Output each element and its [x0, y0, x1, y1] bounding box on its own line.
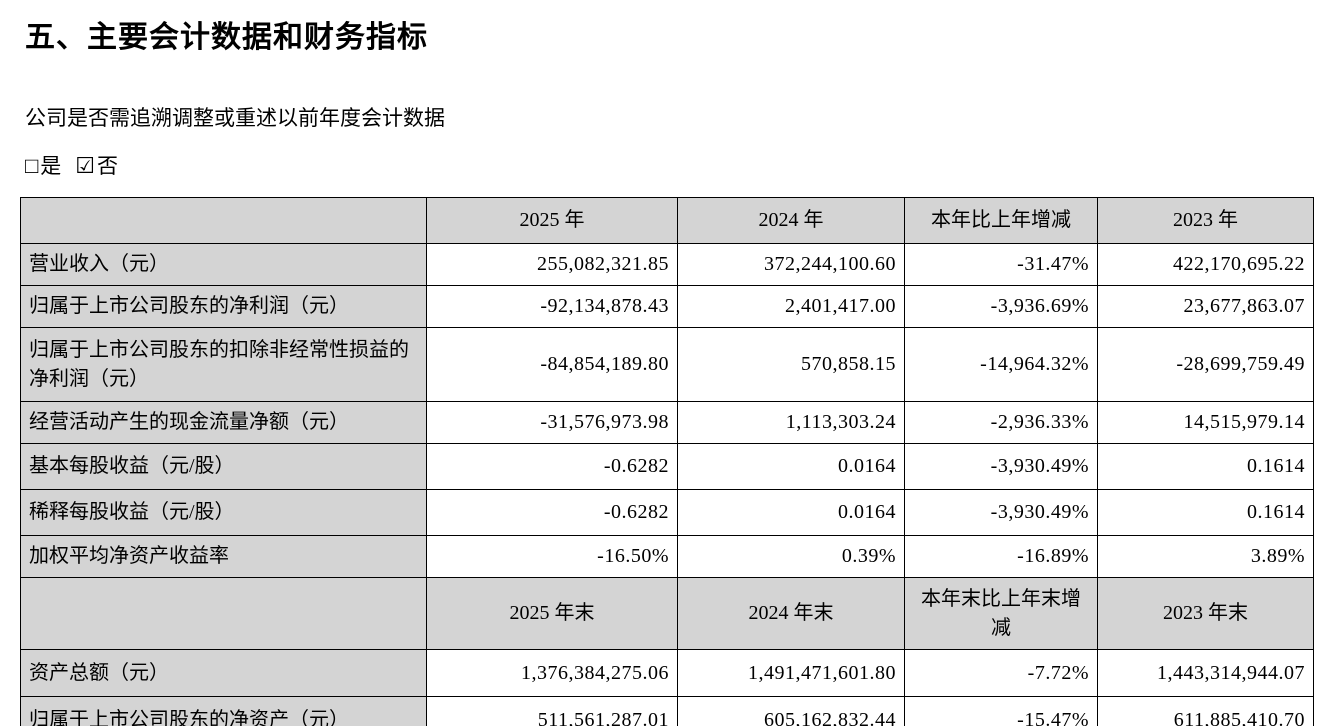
value-cell: 1,376,384,275.06 — [426, 649, 678, 697]
metric-label-cell: 基本每股收益（元/股） — [20, 443, 427, 490]
table-row-diluted-eps: 稀释每股收益（元/股） -0.6282 0.0164 -3,930.49% 0.… — [20, 489, 1314, 536]
value-cell: -92,134,878.43 — [426, 285, 678, 328]
value-cell: 605,162,832.44 — [677, 696, 905, 726]
value-cell: -3,930.49% — [904, 489, 1098, 536]
header-2023-cell: 2023 年 — [1097, 197, 1314, 244]
table-row-weighted-avg-roe: 加权平均净资产收益率 -16.50% 0.39% -16.89% 3.89% — [20, 535, 1314, 578]
value-cell: 570,858.15 — [677, 327, 905, 402]
value-cell: 422,170,695.22 — [1097, 243, 1314, 286]
option-no-label: 否 — [97, 154, 119, 178]
header-blank-cell — [20, 197, 427, 244]
value-cell: 0.1614 — [1097, 443, 1314, 490]
metric-label-cell: 营业收入（元） — [20, 243, 427, 286]
value-cell: 0.0164 — [677, 489, 905, 536]
header-2024-cell: 2024 年 — [677, 197, 905, 244]
metric-label-cell: 稀释每股收益（元/股） — [20, 489, 427, 536]
header-2025-end-cell: 2025 年末 — [426, 577, 678, 650]
value-cell: 14,515,979.14 — [1097, 401, 1314, 444]
value-cell: 0.1614 — [1097, 489, 1314, 536]
value-cell: -31,576,973.98 — [426, 401, 678, 444]
value-cell: -28,699,759.49 — [1097, 327, 1314, 402]
table-header-row-year-end: 2025 年末 2024 年末 本年末比上年末增减 2023 年末 — [20, 577, 1314, 650]
restate-options: □是 ☑否 — [0, 132, 1334, 180]
option-yes: □是 — [25, 153, 62, 178]
value-cell: 1,443,314,944.07 — [1097, 649, 1314, 697]
metric-label-cell: 加权平均净资产收益率 — [20, 535, 427, 578]
table-row-revenue: 营业收入（元） 255,082,321.85 372,244,100.60 -3… — [20, 243, 1314, 286]
value-cell: 2,401,417.00 — [677, 285, 905, 328]
header-2024-end-cell: 2024 年末 — [677, 577, 905, 650]
value-cell: 23,677,863.07 — [1097, 285, 1314, 328]
value-cell: 0.39% — [677, 535, 905, 578]
restate-question: 公司是否需追溯调整或重述以前年度会计数据 — [25, 106, 445, 130]
value-cell: -84,854,189.80 — [426, 327, 678, 402]
value-cell: -31.47% — [904, 243, 1098, 286]
value-cell: 1,491,471,601.80 — [677, 649, 905, 697]
value-cell: 372,244,100.60 — [677, 243, 905, 286]
header-2025-cell: 2025 年 — [426, 197, 678, 244]
table-header-row-annual: 2025 年 2024 年 本年比上年增减 2023 年 — [20, 197, 1314, 244]
header-change-cell: 本年比上年增减 — [904, 197, 1098, 244]
table-row-net-profit-excl-nonrecurring: 归属于上市公司股东的扣除非经常性损益的净利润（元） -84,854,189.80… — [20, 327, 1314, 402]
value-cell: -16.89% — [904, 535, 1098, 578]
value-cell: -0.6282 — [426, 489, 678, 536]
value-cell: -16.50% — [426, 535, 678, 578]
table-row-operating-cash-flow: 经营活动产生的现金流量净额（元） -31,576,973.98 1,113,30… — [20, 401, 1314, 444]
metric-label-cell: 经营活动产生的现金流量净额（元） — [20, 401, 427, 444]
header-2023-end-cell: 2023 年末 — [1097, 577, 1314, 650]
value-cell: 1,113,303.24 — [677, 401, 905, 444]
value-cell: -2,936.33% — [904, 401, 1098, 444]
value-cell: -14,964.32% — [904, 327, 1098, 402]
metric-label-cell: 归属于上市公司股东的净利润（元） — [20, 285, 427, 328]
value-cell: -0.6282 — [426, 443, 678, 490]
value-cell: 3.89% — [1097, 535, 1314, 578]
option-no: ☑否 — [75, 153, 119, 178]
page-title: 五、主要会计数据和财务指标 — [25, 21, 428, 54]
financial-indicators-table: 2025 年 2024 年 本年比上年增减 2023 年 营业收入（元） 255… — [20, 197, 1314, 726]
metric-label-cell: 归属于上市公司股东的扣除非经常性损益的净利润（元） — [20, 327, 427, 402]
header-end-change-cell: 本年末比上年末增减 — [904, 577, 1098, 650]
table-row-basic-eps: 基本每股收益（元/股） -0.6282 0.0164 -3,930.49% 0.… — [20, 443, 1314, 490]
table-row-net-assets: 归属于上市公司股东的净资产（元） 511,561,287.01 605,162,… — [20, 696, 1314, 726]
value-cell: 0.0164 — [677, 443, 905, 490]
value-cell: 511,561,287.01 — [426, 696, 678, 726]
table-row-net-profit: 归属于上市公司股东的净利润（元） -92,134,878.43 2,401,41… — [20, 285, 1314, 328]
checkbox-checked-icon: ☑ — [75, 153, 96, 178]
value-cell: -15.47% — [904, 696, 1098, 726]
option-yes-label: 是 — [40, 154, 62, 178]
value-cell: -3,936.69% — [904, 285, 1098, 328]
value-cell: 611,885,410.70 — [1097, 696, 1314, 726]
checkbox-unchecked-icon: □ — [25, 153, 39, 178]
header-blank-cell — [20, 577, 427, 650]
value-cell: -7.72% — [904, 649, 1098, 697]
table-row-total-assets: 资产总额（元） 1,376,384,275.06 1,491,471,601.8… — [20, 649, 1314, 697]
value-cell: -3,930.49% — [904, 443, 1098, 490]
metric-label-cell: 资产总额（元） — [20, 649, 427, 697]
value-cell: 255,082,321.85 — [426, 243, 678, 286]
metric-label-cell: 归属于上市公司股东的净资产（元） — [20, 696, 427, 726]
